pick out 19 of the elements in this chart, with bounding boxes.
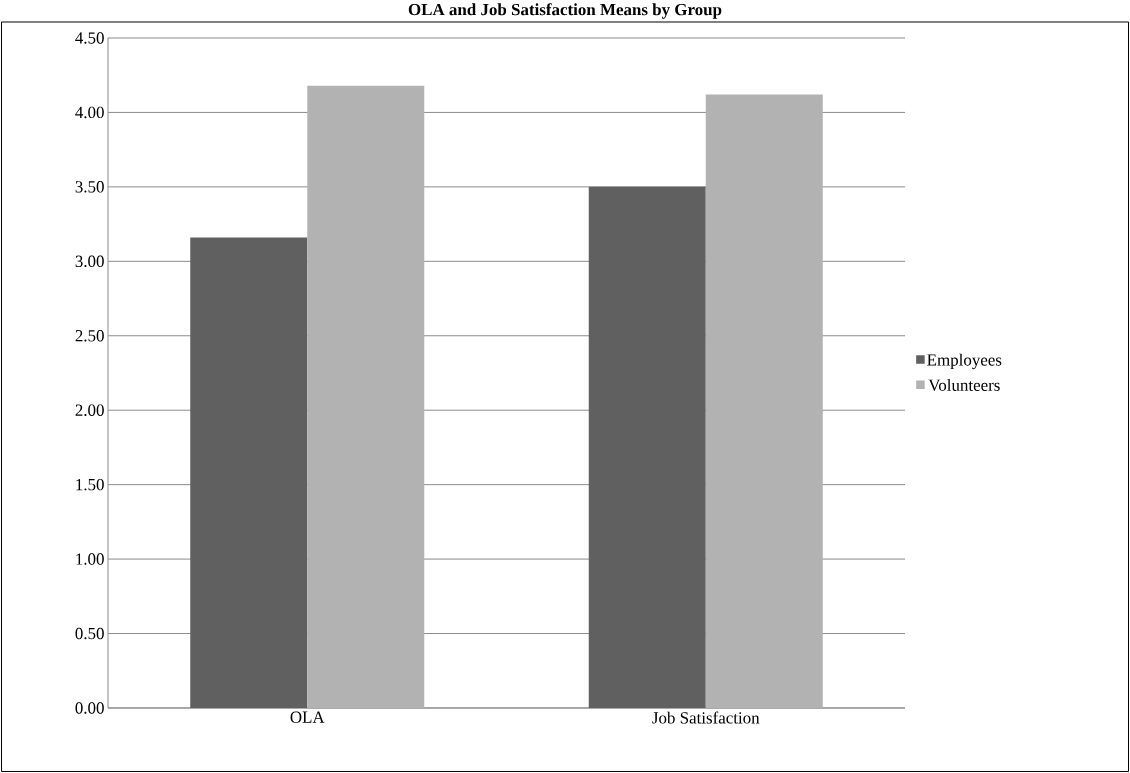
y-tick-label: 4.50 bbox=[75, 32, 104, 44]
y-tick-label: 0.00 bbox=[75, 702, 104, 714]
bar bbox=[705, 94, 823, 708]
y-tick-label: 2.50 bbox=[75, 330, 104, 342]
y-tick-label: 0.50 bbox=[75, 627, 104, 640]
legend-label: Employees bbox=[927, 353, 1002, 370]
chart-title: OLA and Job Satisfaction Means by Group bbox=[408, 3, 722, 19]
y-tick-label: 4.00 bbox=[75, 106, 104, 119]
bar bbox=[307, 85, 425, 708]
y-tick-label: 2.00 bbox=[75, 404, 104, 416]
bar bbox=[588, 186, 706, 708]
y-tick-label: 1.50 bbox=[76, 478, 104, 491]
y-tick-label: 3.00 bbox=[75, 255, 104, 268]
legend-label: Volunteers bbox=[928, 378, 1000, 391]
x-tick-label: Job Satisfaction bbox=[652, 711, 760, 724]
y-tick-label: 3.50 bbox=[75, 181, 104, 193]
x-tick-label: OLA bbox=[290, 711, 325, 723]
bar bbox=[190, 237, 308, 708]
y-tick-label: 1.00 bbox=[76, 553, 104, 565]
